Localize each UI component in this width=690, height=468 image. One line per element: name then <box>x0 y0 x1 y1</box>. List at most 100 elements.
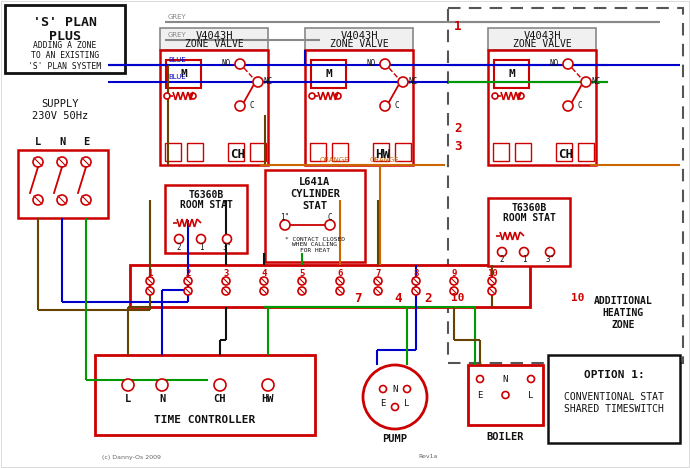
Text: GREY: GREY <box>168 32 187 38</box>
Text: N: N <box>159 394 165 404</box>
Bar <box>160 28 268 50</box>
Text: CONVENTIONAL STAT
SHARED TIMESWITCH: CONVENTIONAL STAT SHARED TIMESWITCH <box>564 392 664 414</box>
Circle shape <box>122 379 134 391</box>
Text: CH: CH <box>214 394 226 404</box>
Text: C: C <box>578 102 582 110</box>
Text: N: N <box>503 374 509 383</box>
Circle shape <box>581 77 591 87</box>
Circle shape <box>57 157 67 167</box>
Text: ROOM STAT: ROOM STAT <box>179 200 233 210</box>
Text: 10: 10 <box>571 293 584 303</box>
Circle shape <box>363 365 427 429</box>
Bar <box>228 143 244 161</box>
Bar <box>493 143 509 161</box>
Circle shape <box>391 403 399 410</box>
Text: 2: 2 <box>186 269 190 278</box>
Circle shape <box>222 234 232 243</box>
Circle shape <box>335 93 341 99</box>
Bar <box>488 28 596 50</box>
Bar <box>488 50 596 165</box>
Text: ZONE VALVE: ZONE VALVE <box>185 39 244 49</box>
Text: ADDING A ZONE
TO AN EXISTING
'S' PLAN SYSTEM: ADDING A ZONE TO AN EXISTING 'S' PLAN SY… <box>28 41 101 71</box>
Bar <box>18 150 108 218</box>
Text: Rev1a: Rev1a <box>418 454 437 460</box>
Text: 2: 2 <box>454 122 462 134</box>
Text: ROOM STAT: ROOM STAT <box>502 213 555 223</box>
Text: OPTION 1:: OPTION 1: <box>584 370 644 380</box>
Bar <box>395 143 411 161</box>
Bar <box>494 60 529 88</box>
Bar <box>310 143 326 161</box>
Circle shape <box>33 195 43 205</box>
Circle shape <box>374 287 382 295</box>
Text: 4: 4 <box>394 292 402 305</box>
Bar <box>515 143 531 161</box>
Text: CH: CH <box>558 148 573 161</box>
Bar <box>165 143 181 161</box>
Text: HW: HW <box>375 148 391 161</box>
Circle shape <box>235 101 245 111</box>
Circle shape <box>298 287 306 295</box>
Bar <box>305 28 413 50</box>
Text: NC: NC <box>264 78 273 87</box>
Text: V4043H: V4043H <box>195 31 233 41</box>
Text: 7: 7 <box>375 269 381 278</box>
Text: 1: 1 <box>147 269 152 278</box>
Bar <box>166 60 201 88</box>
Bar <box>95 355 315 435</box>
Text: 3: 3 <box>224 269 228 278</box>
Text: 3: 3 <box>454 139 462 153</box>
Circle shape <box>488 287 496 295</box>
Text: ORANGE: ORANGE <box>320 157 350 163</box>
Text: NC: NC <box>408 78 417 87</box>
Text: STAT: STAT <box>302 201 328 211</box>
Text: 10: 10 <box>486 269 497 278</box>
Text: ZONE VALVE: ZONE VALVE <box>513 39 571 49</box>
Bar <box>332 143 348 161</box>
Bar <box>468 365 543 425</box>
Bar <box>5 5 125 73</box>
Text: 3": 3" <box>222 242 232 251</box>
Circle shape <box>222 277 230 285</box>
Circle shape <box>33 157 43 167</box>
Text: E: E <box>83 137 89 147</box>
Circle shape <box>412 287 420 295</box>
Circle shape <box>146 287 154 295</box>
Circle shape <box>502 392 509 398</box>
Circle shape <box>262 379 274 391</box>
Text: 1": 1" <box>280 213 290 222</box>
Circle shape <box>380 101 390 111</box>
Circle shape <box>81 195 91 205</box>
Circle shape <box>380 386 386 393</box>
Circle shape <box>563 101 573 111</box>
Text: BLUE: BLUE <box>168 74 186 80</box>
Circle shape <box>184 277 192 285</box>
Bar <box>448 8 683 363</box>
Text: BOILER: BOILER <box>486 432 524 442</box>
Text: HW: HW <box>262 394 274 404</box>
Circle shape <box>57 195 67 205</box>
Text: T6360B: T6360B <box>511 203 546 213</box>
Circle shape <box>477 375 484 382</box>
Text: 2: 2 <box>424 292 432 305</box>
Circle shape <box>518 93 524 99</box>
Text: NO: NO <box>549 59 559 68</box>
Circle shape <box>309 93 315 99</box>
Text: ZONE VALVE: ZONE VALVE <box>330 39 388 49</box>
Text: ORANGE: ORANGE <box>370 157 400 163</box>
Circle shape <box>298 277 306 285</box>
Circle shape <box>336 287 344 295</box>
Circle shape <box>404 386 411 393</box>
Bar <box>160 50 268 165</box>
Text: 4: 4 <box>262 269 267 278</box>
Bar <box>165 185 247 253</box>
Bar <box>548 355 680 443</box>
Circle shape <box>325 220 335 230</box>
Bar <box>187 143 203 161</box>
Text: N: N <box>59 137 65 147</box>
Circle shape <box>450 277 458 285</box>
Text: CH: CH <box>230 148 246 161</box>
Circle shape <box>336 277 344 285</box>
Text: NO: NO <box>366 59 375 68</box>
Circle shape <box>164 93 170 99</box>
